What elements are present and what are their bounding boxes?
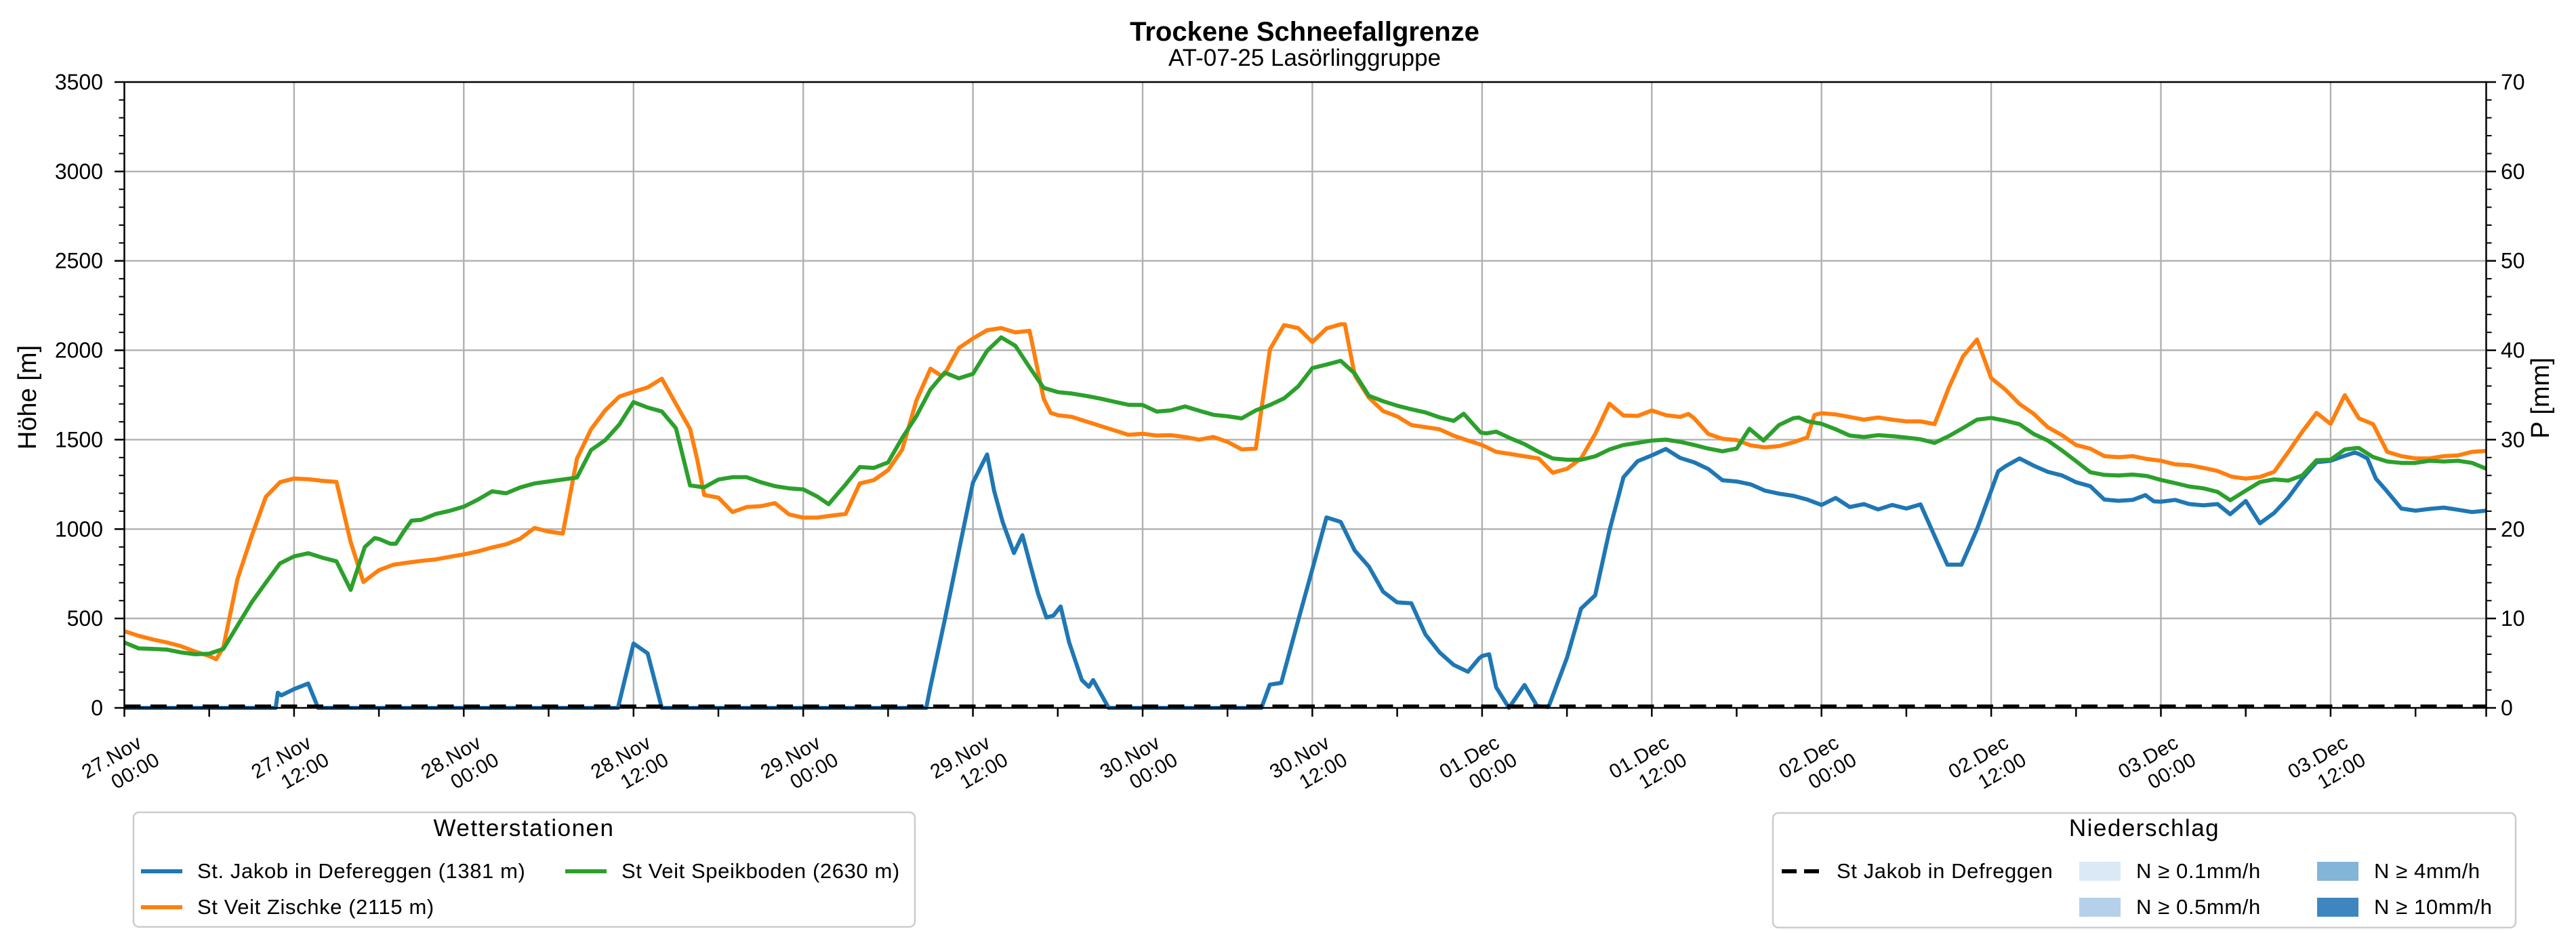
svg-text:2000: 2000 xyxy=(55,338,103,363)
svg-text:Niederschlag: Niederschlag xyxy=(2069,815,2220,841)
svg-text:Trockene Schneefallgrenze: Trockene Schneefallgrenze xyxy=(1130,17,1479,47)
svg-text:0: 0 xyxy=(2501,696,2513,720)
svg-text:1000: 1000 xyxy=(55,517,103,541)
svg-text:10: 10 xyxy=(2501,606,2525,631)
svg-text:Höhe [m]: Höhe [m] xyxy=(14,345,42,450)
svg-text:N ≥ 4mm/h: N ≥ 4mm/h xyxy=(2374,859,2480,883)
svg-text:P [mm]: P [mm] xyxy=(2527,357,2555,439)
svg-text:3500: 3500 xyxy=(55,70,103,94)
svg-text:St Veit Speikboden (2630 m): St Veit Speikboden (2630 m) xyxy=(621,859,900,883)
svg-text:Wetterstationen: Wetterstationen xyxy=(434,815,615,841)
svg-text:N ≥ 0.5mm/h: N ≥ 0.5mm/h xyxy=(2136,895,2261,919)
svg-text:500: 500 xyxy=(67,606,103,631)
svg-text:St. Jakob in Defereggen (1381: St. Jakob in Defereggen (1381 m) xyxy=(197,859,525,883)
svg-text:St Veit Zischke (2115 m): St Veit Zischke (2115 m) xyxy=(197,895,434,919)
svg-text:70: 70 xyxy=(2501,70,2525,94)
svg-text:AT-07-25 Lasörlinggruppe: AT-07-25 Lasörlinggruppe xyxy=(1168,45,1441,71)
svg-text:St Jakob in Defreggen: St Jakob in Defreggen xyxy=(1837,859,2053,883)
svg-text:50: 50 xyxy=(2501,249,2525,273)
svg-text:3000: 3000 xyxy=(55,159,103,184)
svg-text:1500: 1500 xyxy=(55,427,103,452)
svg-text:N ≥ 0.1mm/h: N ≥ 0.1mm/h xyxy=(2136,859,2261,883)
svg-text:60: 60 xyxy=(2501,159,2525,184)
svg-text:2500: 2500 xyxy=(55,249,103,273)
svg-text:20: 20 xyxy=(2501,517,2525,541)
svg-text:N ≥ 10mm/h: N ≥ 10mm/h xyxy=(2374,895,2493,919)
svg-text:0: 0 xyxy=(91,696,103,720)
svg-text:30: 30 xyxy=(2501,427,2525,452)
svg-text:40: 40 xyxy=(2501,338,2525,363)
